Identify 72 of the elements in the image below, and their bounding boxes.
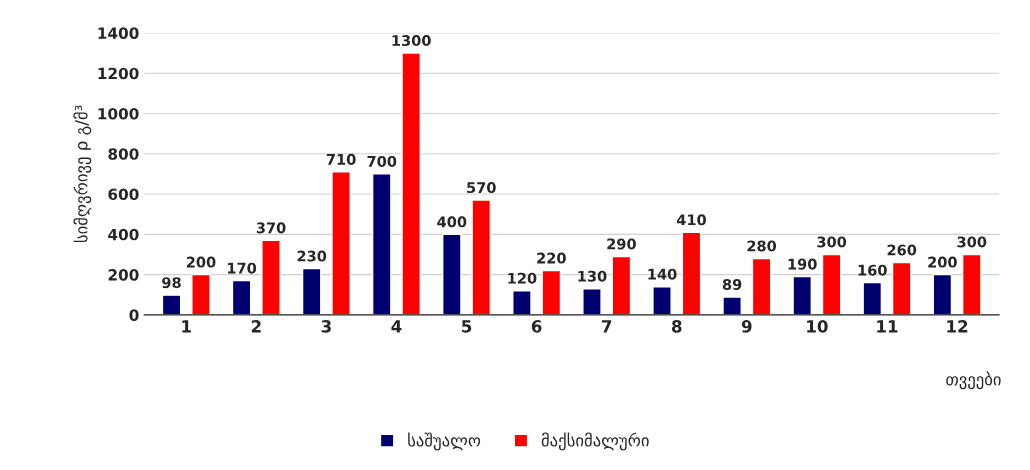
x-tick-label: 10 bbox=[807, 320, 828, 333]
y-tick-label: 1200 bbox=[98, 67, 139, 80]
data-label: 410 bbox=[676, 214, 706, 226]
bar bbox=[331, 171, 351, 315]
data-label: 120 bbox=[508, 272, 537, 284]
x-tick-label: 5 bbox=[462, 320, 472, 333]
data-label: 140 bbox=[648, 268, 677, 280]
bar bbox=[231, 279, 252, 315]
x-tick-label: 8 bbox=[671, 320, 682, 333]
y-tick-label: 1400 bbox=[98, 27, 139, 39]
data-label: 300 bbox=[817, 236, 847, 248]
data-label: 1300 bbox=[392, 35, 431, 47]
bar bbox=[891, 261, 912, 315]
data-label: 260 bbox=[887, 244, 917, 256]
data-label: 300 bbox=[957, 236, 987, 248]
x-tick-label: 7 bbox=[602, 320, 612, 333]
bar bbox=[261, 239, 281, 315]
x-axis-title: თვეები bbox=[946, 371, 1001, 390]
bar bbox=[471, 199, 492, 315]
y-tick-label: 400 bbox=[108, 228, 139, 241]
x-tick-label: 12 bbox=[947, 320, 968, 333]
data-label: 89 bbox=[722, 278, 742, 290]
bar bbox=[932, 273, 953, 315]
data-label: 98 bbox=[162, 277, 181, 289]
y-tick-label: 1000 bbox=[98, 107, 139, 120]
bar bbox=[652, 286, 672, 315]
data-label: 230 bbox=[297, 250, 327, 262]
x-tick-label: 2 bbox=[251, 320, 261, 333]
data-label: 160 bbox=[858, 264, 887, 276]
data-label: 170 bbox=[228, 262, 257, 274]
legend-label: მაქსიმალური bbox=[541, 432, 649, 451]
data-label: 280 bbox=[747, 240, 777, 252]
data-label: 400 bbox=[437, 216, 467, 228]
bar bbox=[161, 294, 182, 315]
x-tick-label: 4 bbox=[391, 320, 402, 333]
bar bbox=[751, 257, 772, 315]
y-axis-title: სიმღვრივე ρ გ/მ³ bbox=[73, 105, 92, 243]
bar bbox=[792, 275, 812, 315]
data-label: 700 bbox=[367, 155, 397, 167]
bar bbox=[371, 173, 392, 315]
bar bbox=[582, 288, 602, 315]
bar bbox=[401, 52, 421, 315]
bar bbox=[821, 253, 842, 315]
data-label: 200 bbox=[186, 256, 216, 268]
y-tick-label: 800 bbox=[108, 148, 139, 160]
bar bbox=[301, 267, 322, 315]
bar bbox=[541, 269, 562, 315]
data-label: 290 bbox=[607, 238, 636, 250]
x-tick-label: 1 bbox=[182, 320, 191, 333]
x-tick-label: 3 bbox=[321, 320, 331, 333]
data-label: 220 bbox=[537, 252, 566, 264]
bar bbox=[191, 273, 211, 315]
bar bbox=[611, 255, 632, 315]
bar bbox=[442, 233, 462, 315]
data-label: 370 bbox=[256, 222, 286, 234]
bar bbox=[512, 290, 532, 315]
y-tick-label: 200 bbox=[108, 269, 139, 281]
data-label: 570 bbox=[467, 182, 496, 194]
y-tick-label: 0 bbox=[129, 309, 139, 321]
bar bbox=[722, 296, 742, 315]
x-tick-label: 9 bbox=[741, 320, 752, 333]
data-label: 190 bbox=[788, 258, 817, 270]
data-label: 710 bbox=[326, 153, 356, 165]
bar bbox=[681, 231, 702, 315]
bar bbox=[862, 281, 883, 315]
legend-label: საშუალო bbox=[408, 432, 481, 451]
data-label: 130 bbox=[578, 270, 607, 282]
x-tick-label: 11 bbox=[877, 320, 898, 333]
x-tick-label: 6 bbox=[531, 320, 542, 333]
bar bbox=[961, 253, 982, 315]
y-tick-label: 600 bbox=[108, 188, 139, 201]
data-label: 200 bbox=[928, 256, 957, 268]
